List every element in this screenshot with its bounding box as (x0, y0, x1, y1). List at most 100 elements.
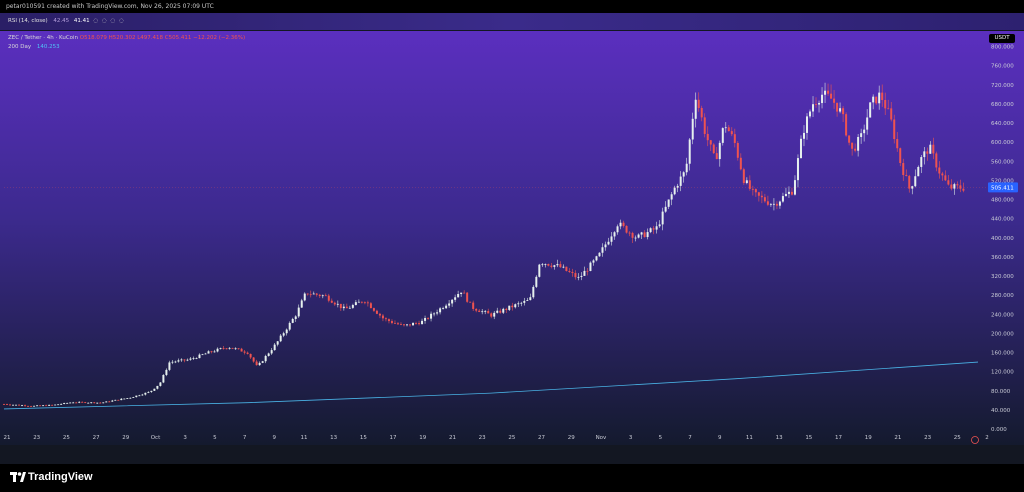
candle-body (821, 94, 824, 104)
candle-body (715, 153, 718, 160)
candle-body (390, 321, 393, 323)
candle-body (433, 313, 436, 315)
candle-body (926, 151, 929, 154)
scroll-to-latest-icon[interactable] (971, 436, 979, 444)
candle-body (787, 191, 790, 194)
candle-body (538, 264, 541, 277)
candle-body (63, 402, 66, 404)
candle-body (950, 184, 953, 189)
candle-body (469, 301, 472, 303)
candle-body (415, 323, 418, 324)
candle-body (866, 117, 869, 130)
candle-body (574, 273, 577, 278)
candle-body (183, 359, 186, 361)
chart-canvas[interactable]: 800.000760.000720.000680.000640.000600.0… (0, 31, 1024, 445)
candle-body (201, 354, 204, 356)
x-tick-label: 23 (479, 435, 486, 441)
candle-body (430, 313, 433, 319)
candle-body (147, 391, 150, 393)
candle-body (532, 286, 535, 298)
candle-body (306, 293, 309, 295)
candle-body (354, 302, 357, 306)
y-tick-label: 440.000 (991, 217, 1014, 223)
candle-body (938, 167, 941, 174)
candle-body (754, 189, 757, 193)
candle-body (282, 333, 285, 336)
candle-body (321, 295, 324, 297)
candle-body (842, 108, 845, 115)
candle-body (923, 151, 926, 158)
x-tick-label: 21 (449, 435, 456, 441)
candle-body (463, 292, 466, 294)
x-tick-label: 25 (63, 435, 70, 441)
candle-body (384, 318, 387, 320)
y-tick-label: 160.000 (991, 351, 1014, 357)
candle-body (126, 398, 129, 399)
candle-body (757, 192, 760, 196)
candle-body (123, 398, 126, 400)
candle-body (887, 108, 890, 110)
candle-body (836, 102, 839, 112)
y-tick-label: 640.000 (991, 121, 1014, 127)
candle-body (150, 390, 153, 392)
candle-body (264, 355, 267, 362)
last-price-badge[interactable] (988, 182, 1018, 193)
x-tick-label: 17 (835, 435, 842, 441)
currency-badge[interactable]: USDT (989, 34, 1015, 43)
candle-body (231, 347, 234, 349)
x-tick-label: 9 (718, 435, 722, 441)
candle-body (249, 353, 252, 358)
candle-body (604, 244, 607, 248)
x-tick-label: 9 (273, 435, 277, 441)
attribution-bar: petar010591 created with TradingView.com… (0, 0, 1024, 13)
circle-icon[interactable]: ◌ (119, 18, 124, 24)
candle-body (366, 302, 369, 304)
candle-body (36, 405, 39, 407)
candle-body (399, 324, 402, 326)
candle-body (529, 297, 532, 301)
candle-body (60, 403, 63, 405)
rsi-label: RSI (14, close) (8, 18, 48, 24)
candle-body (914, 176, 917, 187)
candle-body (872, 96, 875, 103)
candle-body (228, 347, 231, 349)
candle-body (812, 104, 815, 112)
tradingview-logo-icon (10, 472, 26, 482)
candle-body (153, 388, 156, 391)
circle-icon[interactable]: ◌ (93, 18, 99, 24)
candle-body (30, 406, 33, 407)
candle-body (884, 99, 887, 109)
candle-body (610, 236, 613, 242)
candle-body (427, 318, 430, 319)
x-tick-label: 23 (924, 435, 931, 441)
circle-icon[interactable]: ◌ (110, 18, 116, 24)
candle-body (902, 163, 905, 176)
candle-body (216, 348, 219, 352)
candle-body (315, 293, 318, 295)
price-chart[interactable]: 800.000 760.000 720.000 680.000 640.000 600.0… (0, 31, 1024, 445)
candle-body (69, 402, 72, 404)
candle-body (180, 359, 183, 361)
circle-icon[interactable]: ◌ (101, 18, 107, 24)
candle-body (472, 302, 475, 309)
x-tick-label: 15 (360, 435, 367, 441)
ohlc-values: O518.079 H520.302 L497.418 C505.411 −12.… (79, 35, 246, 41)
x-tick-label: 3 (629, 435, 633, 441)
candle-body (959, 185, 962, 189)
candle-body (667, 199, 670, 207)
candle-body (15, 404, 18, 406)
candle-body (908, 175, 911, 189)
rsi-pane[interactable]: RSI (14, close) 42.45 41.41 ◌ ◌ ◌ ◌ (0, 13, 1024, 30)
x-tick-label: 23 (33, 435, 40, 441)
candle-body (526, 300, 529, 301)
candle-body (920, 157, 923, 167)
candle-body (878, 92, 881, 104)
candle-body (303, 293, 306, 301)
candle-body (237, 348, 240, 350)
candle-body (487, 310, 490, 314)
candle-body (195, 358, 198, 359)
x-tick-label: 2 (985, 435, 989, 441)
ma-legend: 200 Day 140.253 (8, 43, 60, 51)
y-tick-label: 480.000 (991, 198, 1014, 204)
candle-body (929, 144, 932, 154)
